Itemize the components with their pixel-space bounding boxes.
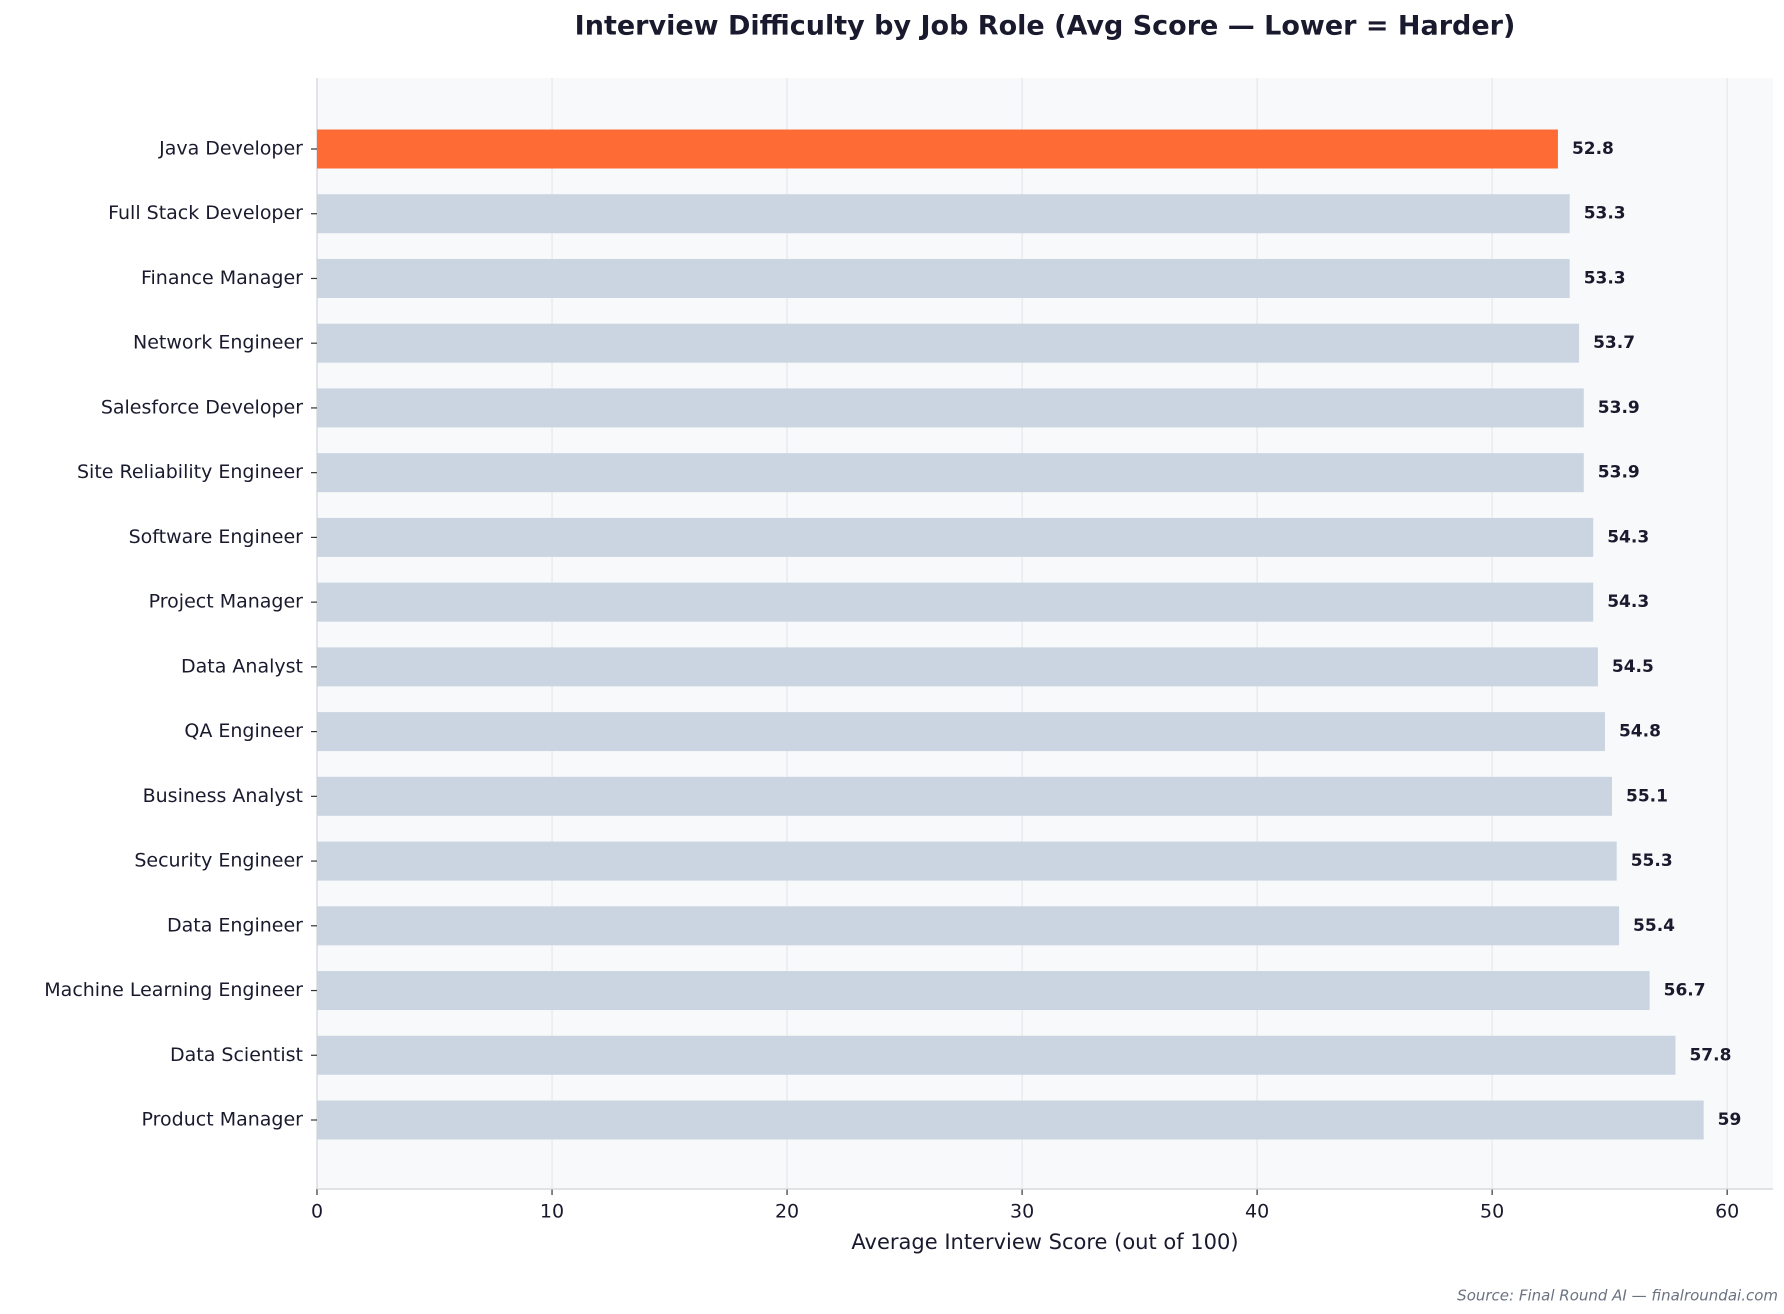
- y-tick-label: Product Manager: [142, 1109, 304, 1131]
- chart-title: Interview Difficulty by Job Role (Avg Sc…: [575, 11, 1516, 42]
- bar: [317, 647, 1598, 687]
- y-tick-label: Java Developer: [158, 138, 303, 160]
- bar: [317, 258, 1570, 298]
- x-tick-label: 30: [1010, 1201, 1034, 1223]
- value-label: 55.4: [1633, 916, 1675, 936]
- x-tick-label: 20: [775, 1201, 799, 1223]
- x-tick-label: 10: [540, 1201, 564, 1223]
- value-label: 53.9: [1598, 398, 1640, 418]
- bar: [317, 323, 1580, 363]
- bar: [317, 582, 1594, 622]
- y-tick-label: Full Stack Developer: [108, 202, 303, 224]
- y-tick-label: Business Analyst: [143, 785, 303, 807]
- y-tick-label: Salesforce Developer: [101, 396, 303, 418]
- value-label: 52.8: [1572, 139, 1614, 159]
- x-tick-label: 50: [1480, 1201, 1504, 1223]
- value-label: 53.9: [1598, 463, 1640, 483]
- bar: [317, 971, 1650, 1011]
- x-tick-label: 0: [311, 1201, 323, 1223]
- value-label: 55.1: [1626, 786, 1668, 806]
- y-tick-label: Finance Manager: [141, 267, 303, 289]
- plot-area: [317, 78, 1773, 1189]
- bar: [317, 388, 1584, 428]
- value-label: 55.3: [1631, 851, 1673, 871]
- value-label: 53.3: [1584, 204, 1626, 224]
- value-label: 59: [1718, 1110, 1742, 1130]
- value-label: 56.7: [1664, 981, 1706, 1001]
- bar: [317, 906, 1620, 946]
- value-label: 54.3: [1607, 527, 1649, 547]
- bar: [317, 517, 1594, 557]
- value-label: 53.3: [1584, 268, 1626, 288]
- value-label: 54.5: [1612, 657, 1654, 677]
- x-tick-label: 60: [1715, 1201, 1739, 1223]
- y-tick-label: Data Engineer: [167, 914, 303, 936]
- y-tick-label: Data Scientist: [170, 1044, 303, 1066]
- x-tick-label: 40: [1245, 1201, 1269, 1223]
- x-axis-label: Average Interview Score (out of 100): [851, 1230, 1238, 1254]
- bar: [317, 841, 1617, 881]
- y-tick-label: QA Engineer: [184, 720, 303, 742]
- bar: [317, 1035, 1676, 1075]
- value-label: 57.8: [1689, 1045, 1731, 1065]
- y-tick-label: Data Analyst: [181, 655, 303, 677]
- source-note: Source: Final Round AI — finalroundai.co…: [1457, 1287, 1778, 1305]
- y-tick-label: Machine Learning Engineer: [44, 979, 303, 1001]
- bar: [317, 194, 1570, 234]
- bar: [317, 1100, 1704, 1140]
- y-tick-label: Software Engineer: [129, 526, 304, 548]
- value-label: 53.7: [1593, 333, 1635, 353]
- bar: [317, 129, 1558, 169]
- y-tick-label: Network Engineer: [133, 332, 303, 354]
- bar: [317, 453, 1584, 493]
- bar: [317, 776, 1613, 816]
- value-label: 54.8: [1619, 722, 1661, 742]
- y-tick-label: Project Manager: [149, 591, 304, 613]
- y-tick-label: Security Engineer: [134, 850, 303, 872]
- bar: [317, 712, 1605, 752]
- y-tick-label: Site Reliability Engineer: [77, 461, 303, 483]
- value-label: 54.3: [1607, 592, 1649, 612]
